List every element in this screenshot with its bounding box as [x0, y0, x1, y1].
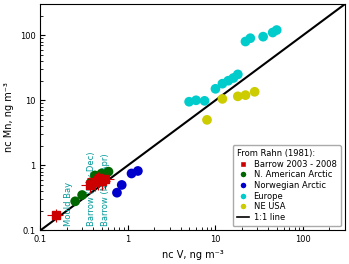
N. American Arctic: [88, 180, 94, 184]
N. American Arctic: [102, 175, 108, 180]
Europe: [202, 99, 207, 103]
Europe: [235, 72, 240, 77]
NE USA: [220, 97, 225, 101]
Text: Mould Bay: Mould Bay: [64, 182, 73, 227]
N. American Arctic: [92, 173, 98, 177]
Y-axis label: nc Mn, ng m⁻³: nc Mn, ng m⁻³: [4, 82, 14, 152]
Europe: [193, 98, 199, 102]
NE USA: [252, 90, 258, 94]
Europe: [213, 87, 218, 91]
Europe: [220, 82, 225, 86]
Norwegian Arctic: [129, 171, 134, 176]
NE USA: [243, 93, 248, 97]
X-axis label: nc V, ng m⁻³: nc V, ng m⁻³: [162, 250, 223, 260]
Legend: Barrow 2003 - 2008, N. American Arctic, Norwegian Arctic, Europe, NE USA, 1:1 li: Barrow 2003 - 2008, N. American Arctic, …: [233, 145, 341, 226]
Text: Barrow (Nov-Dec): Barrow (Nov-Dec): [87, 152, 96, 227]
Europe: [247, 36, 253, 40]
NE USA: [235, 94, 240, 98]
Norwegian Arctic: [135, 169, 141, 173]
NE USA: [204, 118, 210, 122]
Europe: [231, 76, 236, 80]
Europe: [270, 30, 275, 35]
Norwegian Arctic: [114, 191, 120, 195]
Text: Barrow (Nov-Apr): Barrow (Nov-Apr): [101, 154, 110, 227]
Europe: [186, 100, 192, 104]
Europe: [243, 39, 248, 44]
N. American Arctic: [72, 199, 78, 204]
N. American Arctic: [99, 171, 104, 176]
Europe: [260, 35, 266, 39]
Norwegian Arctic: [119, 183, 125, 187]
N. American Arctic: [106, 169, 111, 174]
Europe: [225, 79, 231, 83]
Europe: [274, 28, 280, 32]
N. American Arctic: [79, 193, 85, 197]
